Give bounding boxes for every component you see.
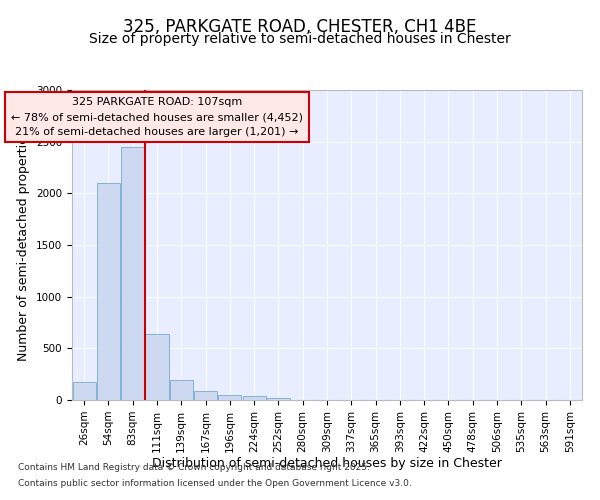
Bar — [242, 396, 266, 400]
Text: Contains public sector information licensed under the Open Government Licence v3: Contains public sector information licen… — [18, 478, 412, 488]
Bar — [170, 380, 193, 400]
Text: 325, PARKGATE ROAD, CHESTER, CH1 4BE: 325, PARKGATE ROAD, CHESTER, CH1 4BE — [124, 18, 476, 36]
Bar — [218, 396, 241, 400]
Bar — [97, 183, 120, 400]
Y-axis label: Number of semi-detached properties: Number of semi-detached properties — [17, 130, 31, 360]
Text: 325 PARKGATE ROAD: 107sqm
← 78% of semi-detached houses are smaller (4,452)
21% : 325 PARKGATE ROAD: 107sqm ← 78% of semi-… — [11, 97, 303, 137]
Text: Contains HM Land Registry data © Crown copyright and database right 2025.: Contains HM Land Registry data © Crown c… — [18, 464, 370, 472]
Bar — [121, 147, 144, 400]
Bar — [194, 390, 217, 400]
Bar — [267, 398, 290, 400]
X-axis label: Distribution of semi-detached houses by size in Chester: Distribution of semi-detached houses by … — [152, 458, 502, 470]
Text: Size of property relative to semi-detached houses in Chester: Size of property relative to semi-detach… — [89, 32, 511, 46]
Bar — [145, 334, 169, 400]
Bar — [73, 382, 95, 400]
